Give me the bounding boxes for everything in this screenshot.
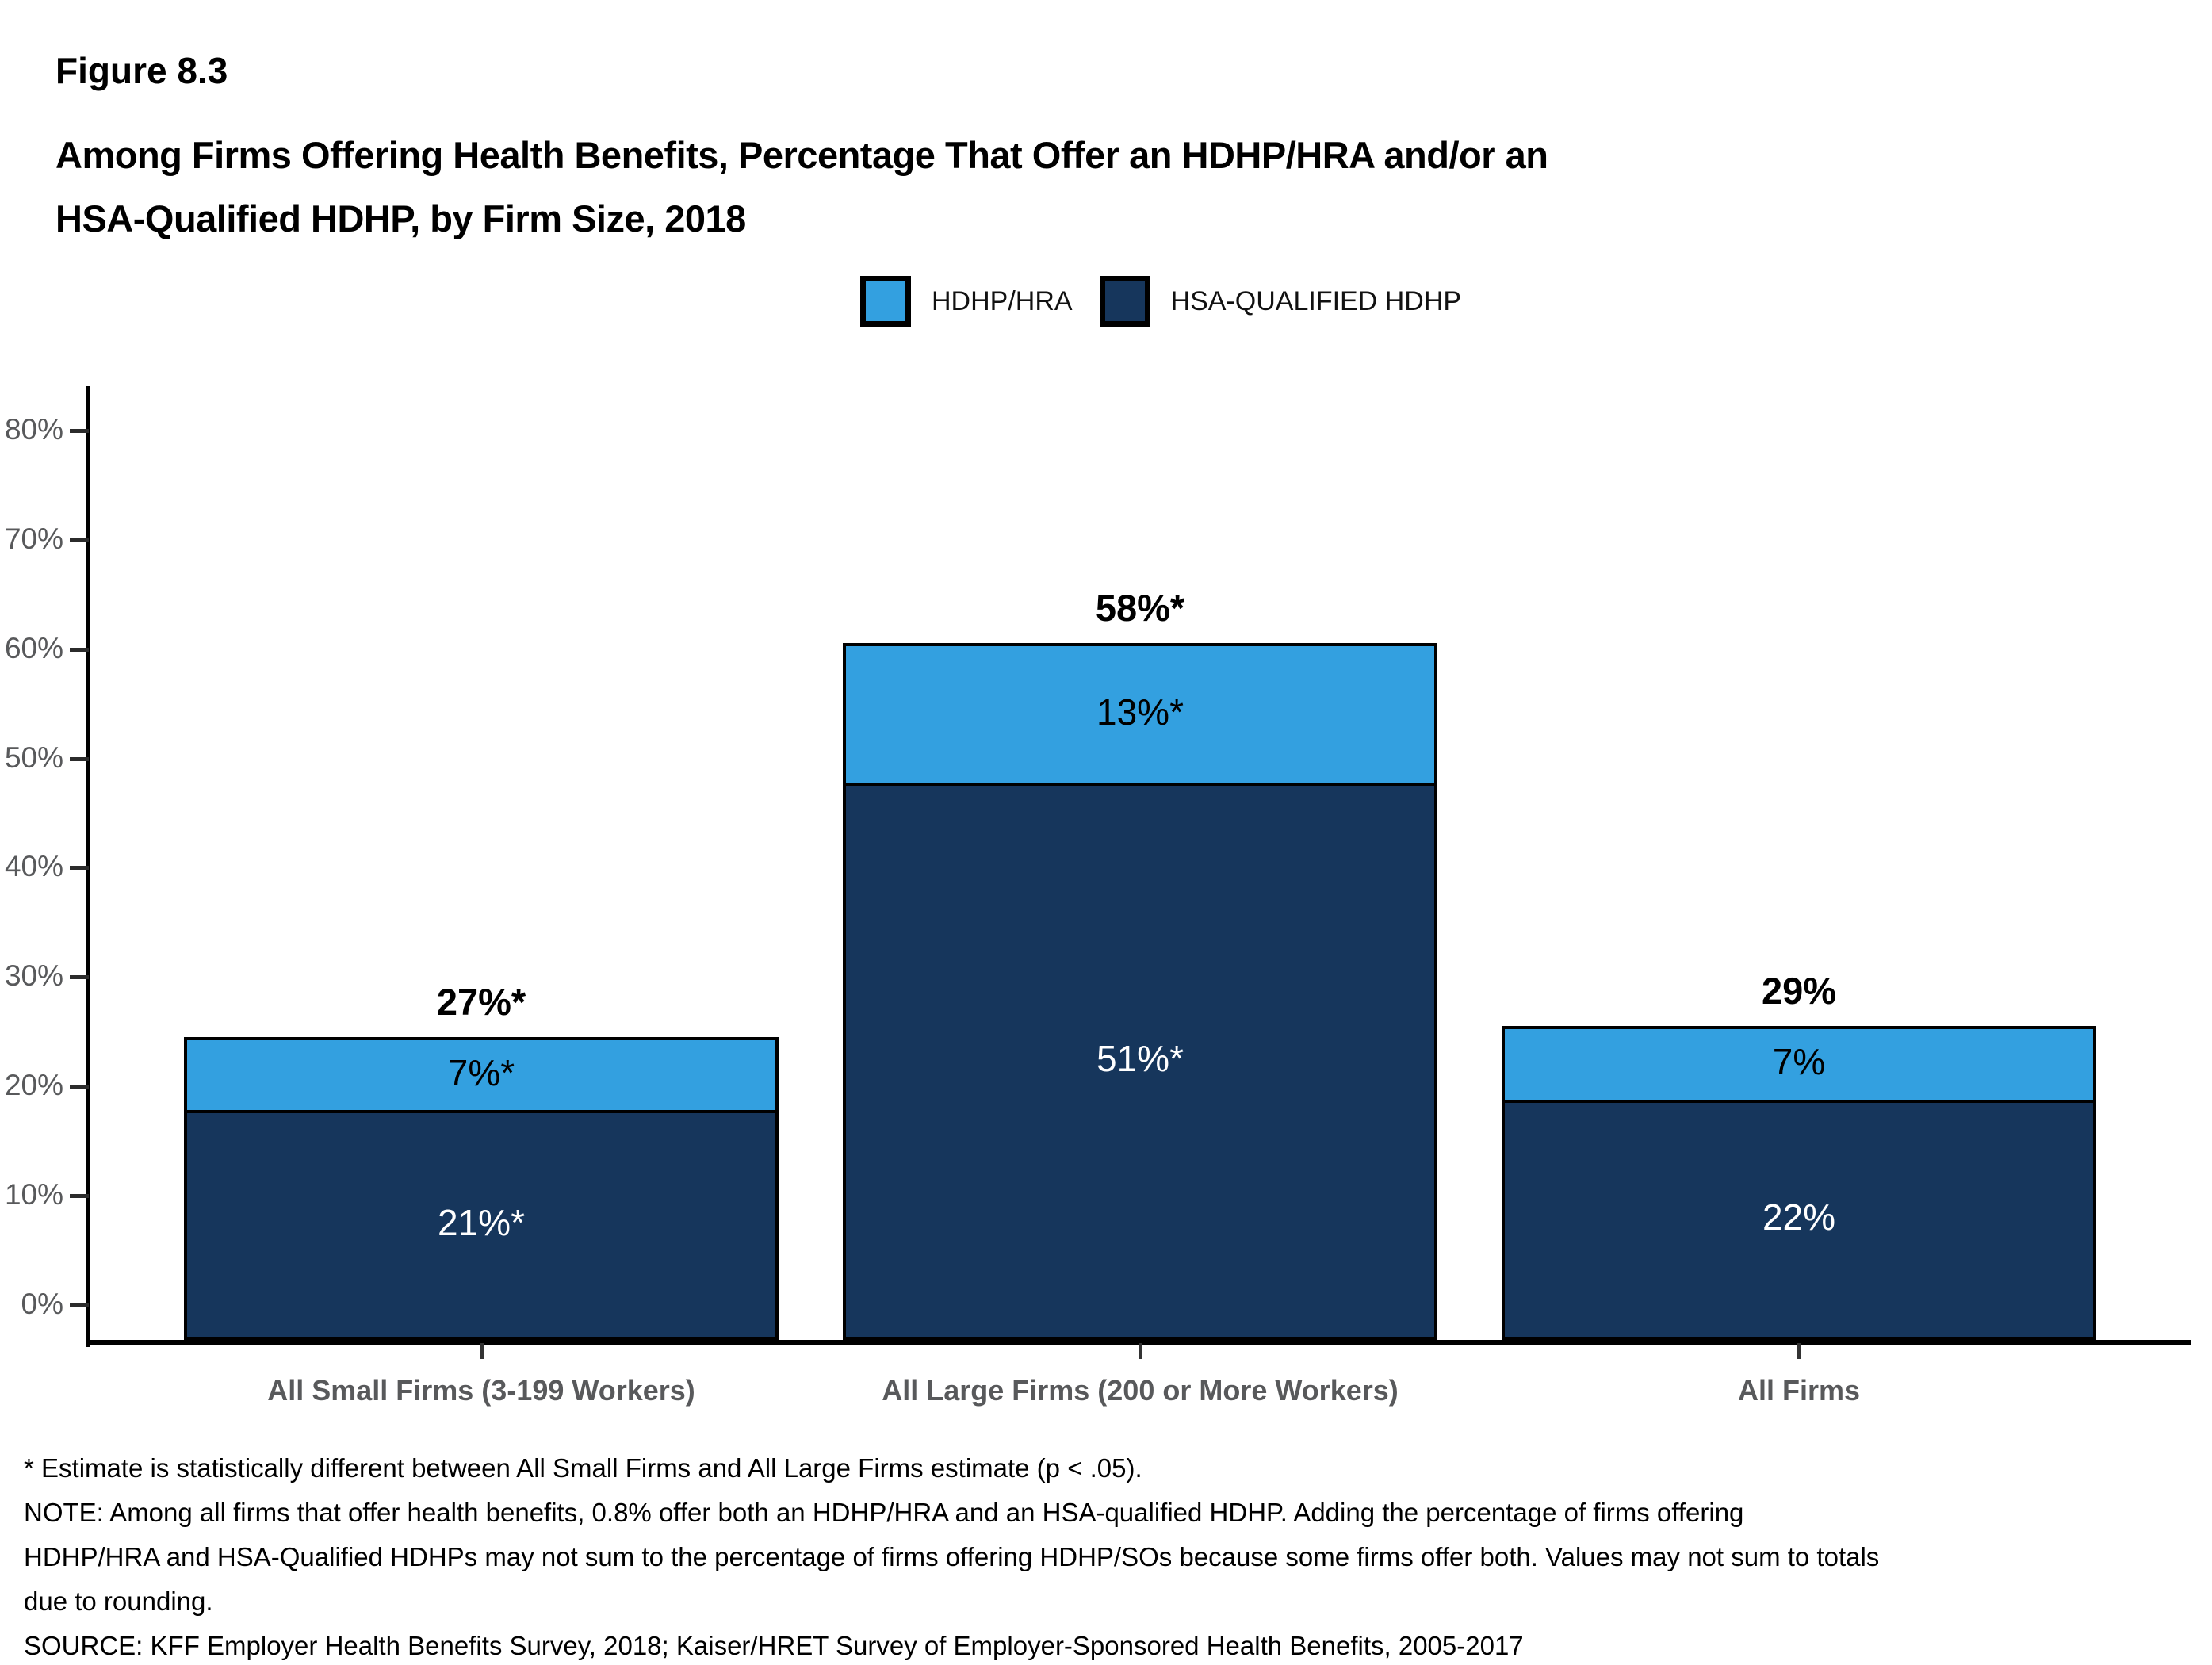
y-axis-tick-label: 40% — [4, 850, 63, 883]
bar-segment-hsa-qualified-hdhp — [184, 1110, 779, 1340]
legend-swatch-hdhp-hra — [860, 276, 911, 327]
y-axis-tick — [70, 975, 89, 980]
y-axis-tick-label: 70% — [4, 522, 63, 555]
bar-total-label: 58%* — [1095, 587, 1185, 630]
footnote-asterisk: * Estimate is statistically different be… — [24, 1453, 1142, 1483]
y-axis-tick-label: 60% — [4, 631, 63, 664]
x-axis-category-label: All Firms — [1737, 1374, 1861, 1407]
legend-label-hdhp-hra: HDHP/HRA — [932, 285, 1073, 316]
footnote-note-line-2: HDHP/HRA and HSA-Qualified HDHPs may not… — [24, 1542, 1880, 1571]
y-axis-tick — [70, 1085, 89, 1089]
y-axis-tick-label: 50% — [4, 741, 63, 774]
bar-segment-hdhp-hra — [843, 643, 1437, 786]
bar-total-label: 27%* — [436, 980, 526, 1023]
footnote-note-line-3: due to rounding. — [24, 1587, 213, 1616]
bar-segment-hsa-qualified-hdhp — [1502, 1099, 2096, 1340]
y-axis-tick-label: 80% — [4, 412, 63, 446]
y-axis-tick — [70, 647, 89, 652]
legend-label-hsa-qualified-hdhp: HSA-QUALIFIED HDHP — [1170, 285, 1462, 316]
footnote-source: SOURCE: KFF Employer Health Benefits Sur… — [24, 1631, 1524, 1660]
y-axis-tick-label: 0% — [21, 1288, 63, 1320]
y-axis-tick — [70, 538, 89, 542]
footnote-note-line-1: NOTE: Among all firms that offer health … — [24, 1498, 1744, 1527]
segment-value-label-hdhp-hra: 7% — [1772, 1041, 1826, 1083]
segment-value-label-hdhp-hra: 7%* — [447, 1052, 515, 1094]
bar-segment-hdhp-hra — [1502, 1026, 2096, 1103]
segment-value-label-hsa-qualified-hdhp: 22% — [1762, 1196, 1836, 1238]
legend-item-hdhp-hra: HDHP/HRA — [860, 276, 1073, 327]
y-axis-tick — [70, 756, 89, 761]
legend-swatch-hsa-qualified-hdhp — [1099, 276, 1150, 327]
y-axis-tick — [70, 1194, 89, 1199]
segment-value-label-hsa-qualified-hdhp: 21%* — [438, 1202, 525, 1244]
y-axis-tick — [70, 428, 89, 433]
x-axis-category-label: All Large Firms (200 or More Workers) — [882, 1374, 1399, 1407]
segment-value-label-hsa-qualified-hdhp: 51%* — [1096, 1038, 1184, 1080]
y-axis-tick-label: 30% — [4, 959, 63, 993]
footnotes: * Estimate is statistically different be… — [24, 1446, 1879, 1665]
chart-title-line-1: Among Firms Offering Health Benefits, Pe… — [55, 134, 1548, 176]
x-axis-tick — [1797, 1343, 1801, 1359]
figure-number: Figure 8.3 — [55, 50, 228, 91]
y-axis-tick-label: 20% — [4, 1069, 63, 1102]
chart-title-line-2: HSA-Qualified HDHP, by Firm Size, 2018 — [55, 197, 746, 239]
y-axis-tick — [70, 1303, 89, 1307]
x-axis-tick — [480, 1343, 484, 1359]
legend: HDHP/HRA HSA-QUALIFIED HDHP — [860, 276, 1461, 327]
segment-value-label-hdhp-hra: 13%* — [1096, 691, 1184, 733]
y-axis-tick-label: 10% — [4, 1178, 63, 1211]
bar-segment-hdhp-hra — [184, 1036, 779, 1114]
x-axis-category-label: All Small Firms (3-199 Workers) — [267, 1374, 695, 1407]
x-axis-line — [86, 1340, 2191, 1345]
bar-total-label: 29% — [1761, 970, 1837, 1012]
legend-item-hsa-qualified-hdhp: HSA-QUALIFIED HDHP — [1099, 276, 1462, 327]
y-axis-tick — [70, 866, 89, 871]
x-axis-tick — [1139, 1343, 1142, 1359]
